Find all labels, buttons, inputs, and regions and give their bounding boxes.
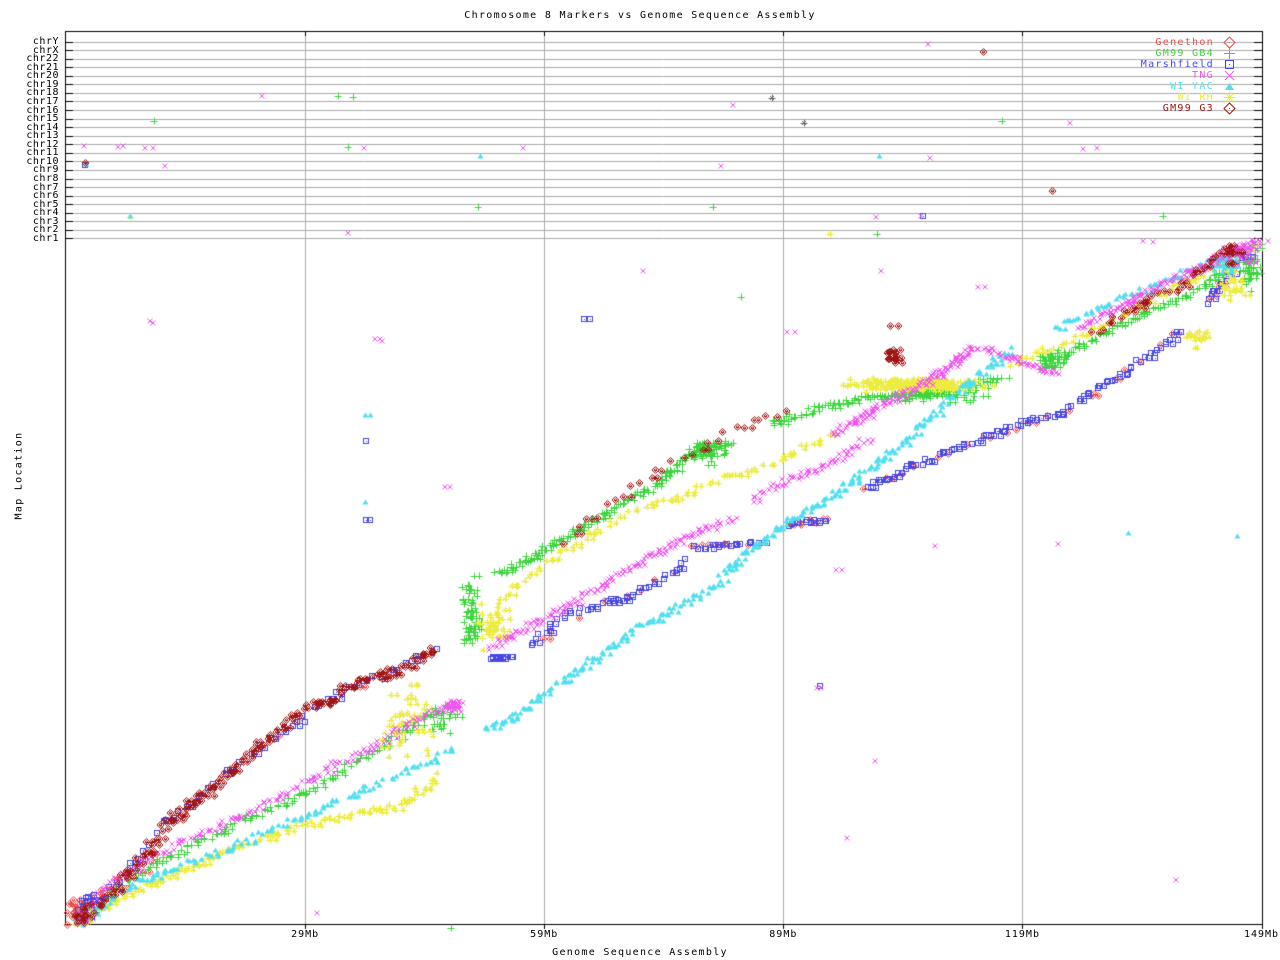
legend-item-gm99_g3: GM99 G3 — [1162, 102, 1236, 115]
chromosome-label-chr19: chr19 — [26, 78, 59, 90]
legend-item-wi_yac: WI YAC — [1170, 81, 1236, 92]
legend-label-gm99_g3: GM99 G3 — [1162, 103, 1214, 114]
legend-label-wi_rh: WI RH — [1177, 92, 1214, 103]
x-tick-label-149: 149Mb — [1243, 929, 1280, 940]
chromosome-label-chr1: chr1 — [32, 232, 59, 244]
gm99_g3-marker-icon — [1223, 102, 1236, 115]
chromosome-label-chr14: chr14 — [26, 121, 59, 133]
x-tick-label-59: 59Mb — [530, 929, 559, 940]
legend-label-marshfield: Marshfield — [1140, 59, 1214, 70]
y-axis-label: Map Location — [13, 431, 25, 520]
x-axis-label: Genome Sequence Assembly — [552, 947, 728, 958]
chromosome-label-chr18: chr18 — [26, 87, 59, 99]
legend-label-wi_yac: WI YAC — [1170, 81, 1214, 92]
chart-title: Chromosome 8 Markers vs Genome Sequence … — [464, 10, 816, 21]
gm99_gb4-marker-icon — [1223, 47, 1236, 60]
legend-label-gm99_gb4: GM99 GB4 — [1155, 48, 1214, 59]
chromosome-label-chr5: chr5 — [32, 198, 59, 210]
chromosome-label-chr6: chr6 — [32, 190, 59, 202]
chromosome-label-chr21: chr21 — [26, 61, 59, 73]
chromosome-label-chr12: chr12 — [26, 138, 59, 150]
x-tick-label-89: 89Mb — [769, 929, 798, 940]
chromosome-label-chr4: chr4 — [32, 207, 59, 219]
chromosome-label-chr15: chr15 — [26, 113, 59, 125]
legend-item-wi_rh: WI RH — [1177, 92, 1236, 103]
legend-label-genethon: Genethon — [1155, 37, 1214, 48]
chromosome-label-chr9: chr9 — [32, 164, 59, 176]
chromosome-label-chr2: chr2 — [32, 224, 59, 236]
chromosome-label-chr16: chr16 — [26, 104, 59, 116]
chromosome-label-chr11: chr11 — [26, 147, 59, 159]
chromosome-label-chr20: chr20 — [26, 70, 59, 82]
legend-label-tng: TNG — [1192, 70, 1214, 81]
x-tick-label-119: 119Mb — [1004, 929, 1040, 940]
chromosome-label-chr8: chr8 — [32, 173, 59, 185]
wi_rh-marker-icon — [1223, 91, 1236, 104]
legend-item-marshfield: Marshfield — [1141, 59, 1236, 70]
chromosome-label-chr3: chr3 — [32, 215, 59, 227]
chromosome-label-chr10: chr10 — [26, 155, 59, 167]
marshfield-marker-icon — [1223, 58, 1236, 71]
chromosome-label-chr7: chr7 — [32, 181, 59, 193]
chromosome-label-chr17: chr17 — [26, 95, 59, 107]
chromosome-label-chr13: chr13 — [26, 130, 59, 142]
chromosome-label-chr22: chr22 — [26, 53, 59, 65]
legend-item-gm99_gb4: GM99 GB4 — [1155, 48, 1236, 59]
tng-marker-icon — [1223, 69, 1236, 82]
chromosome-label-chrY: chrY — [32, 36, 59, 47]
legend-item-tng: TNG — [1192, 70, 1236, 81]
wi_yac-marker-icon — [1223, 80, 1236, 93]
x-tick-label-29: 29Mb — [291, 929, 320, 940]
chromosome-label-chrX: chrX — [32, 44, 59, 56]
